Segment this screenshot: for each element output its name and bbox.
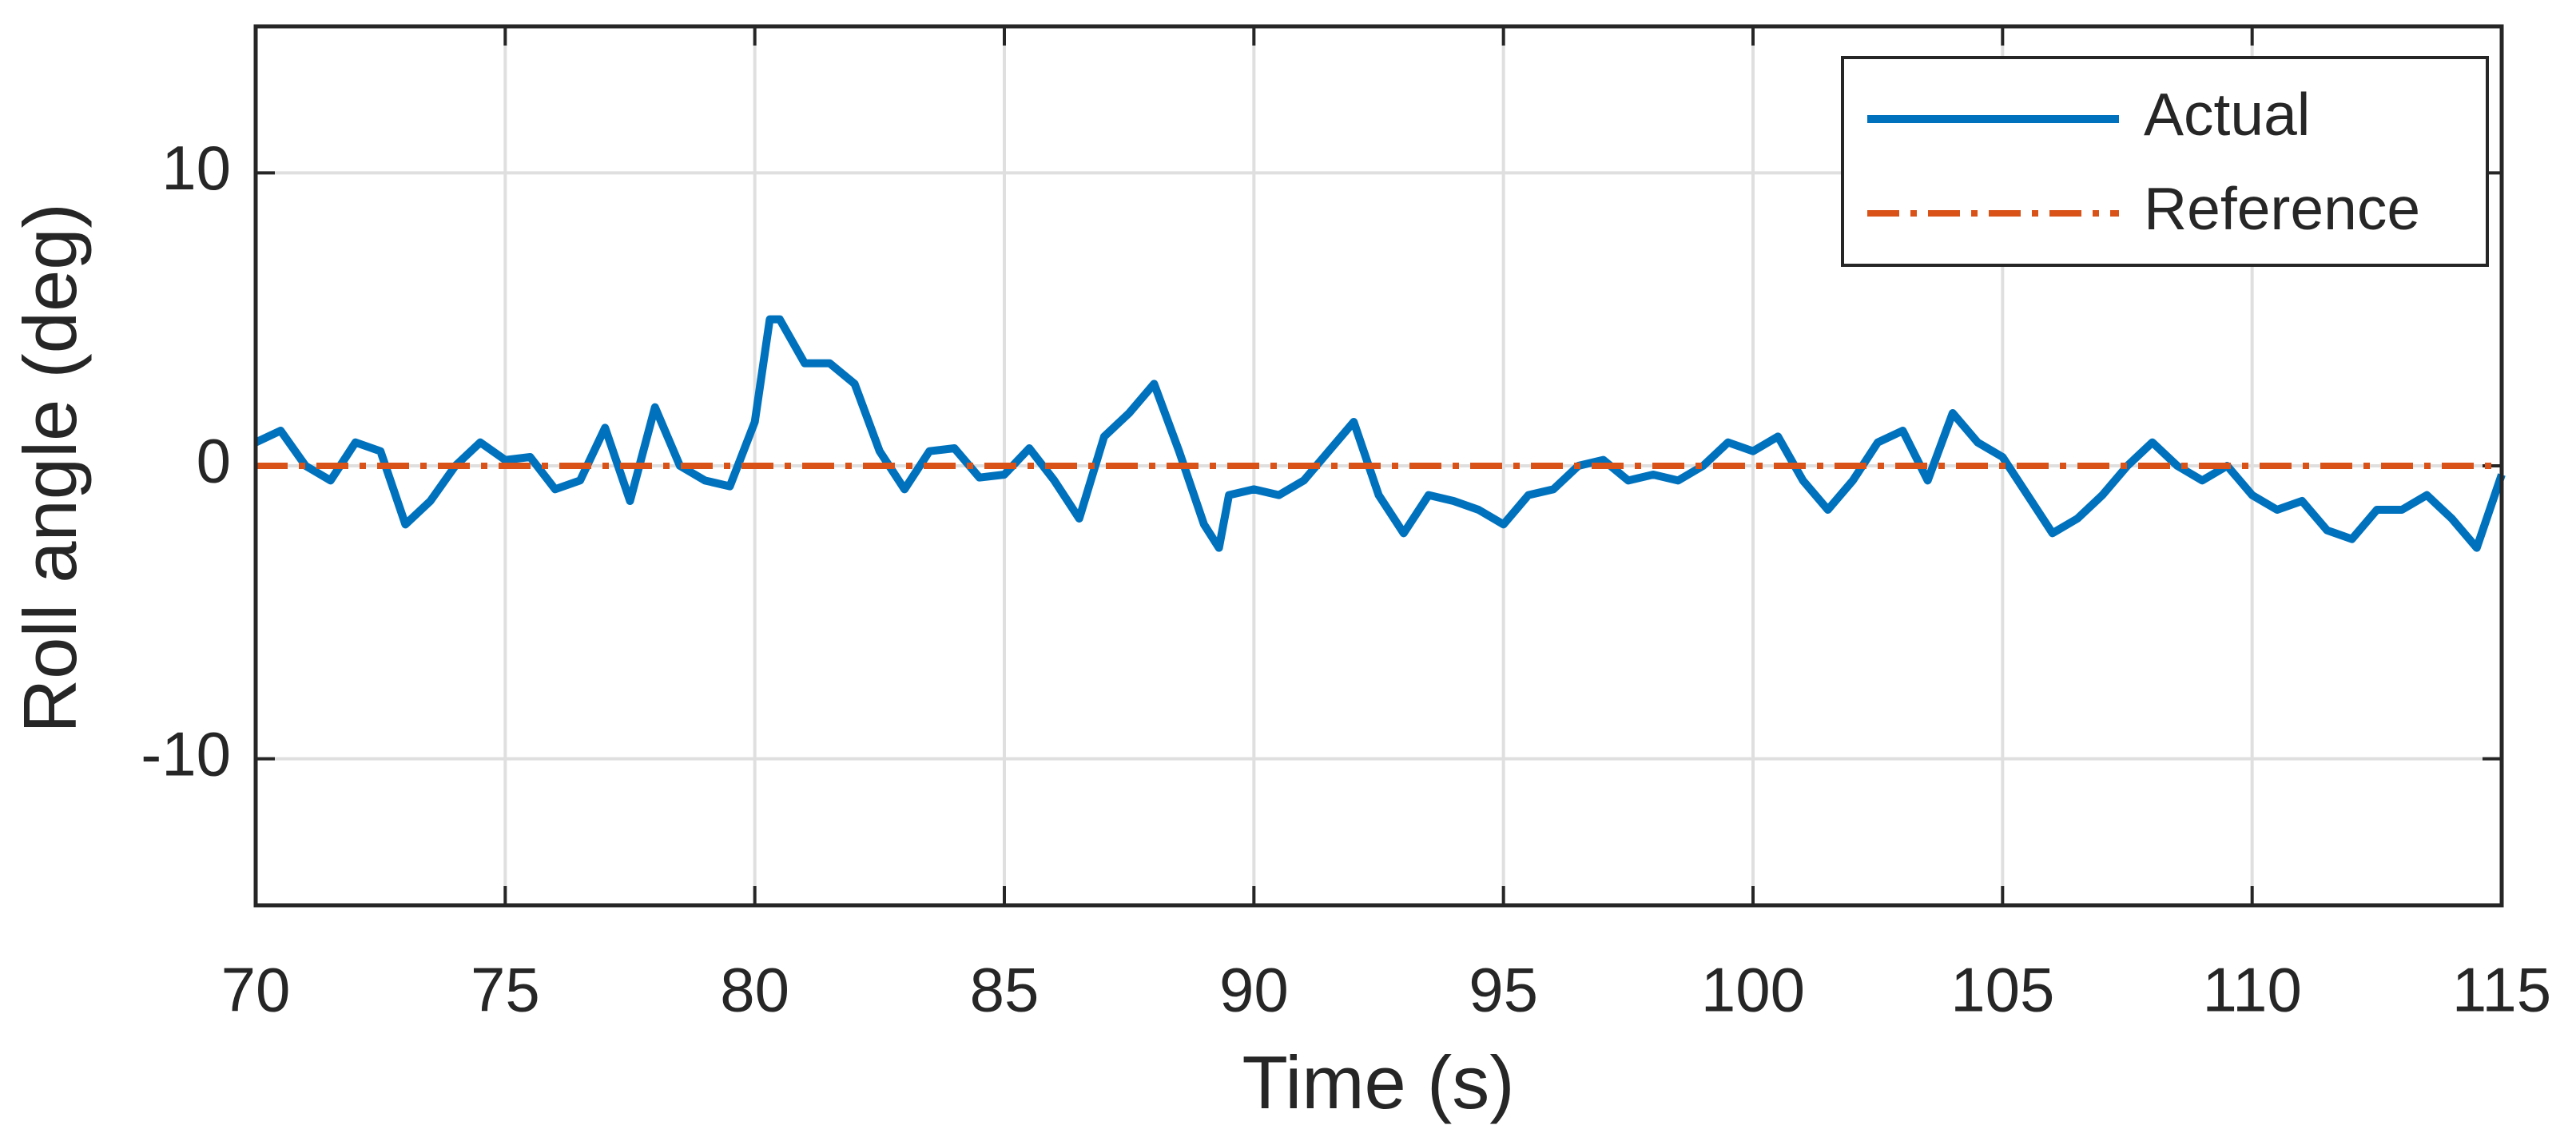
x-tick-label: 75 xyxy=(471,955,540,1025)
x-tick-label: 100 xyxy=(1701,955,1805,1025)
x-axis-label: Time (s) xyxy=(1242,1040,1514,1124)
x-tick-label: 85 xyxy=(970,955,1040,1025)
legend-label: Actual xyxy=(2144,81,2310,148)
y-axis-label: Roll angle (deg) xyxy=(8,203,92,734)
x-tick-label: 90 xyxy=(1219,955,1289,1025)
x-tick-label: 95 xyxy=(1469,955,1538,1025)
y-tick-label: 10 xyxy=(161,133,231,203)
x-tick-label: 80 xyxy=(720,955,789,1025)
y-tick-label: 0 xyxy=(197,426,231,496)
x-tick-label: 115 xyxy=(2452,955,2551,1025)
x-tick-label: 105 xyxy=(1950,955,2054,1025)
legend: Actual Reference xyxy=(1841,56,2489,267)
x-tick-label: 110 xyxy=(2202,955,2301,1025)
axes-box xyxy=(253,24,2504,908)
legend-label: Reference xyxy=(2144,175,2420,242)
legend-box xyxy=(1841,56,2489,267)
data-line xyxy=(253,315,2506,552)
y-tick-label: -10 xyxy=(141,718,231,789)
x-tick-label: 70 xyxy=(221,955,291,1025)
